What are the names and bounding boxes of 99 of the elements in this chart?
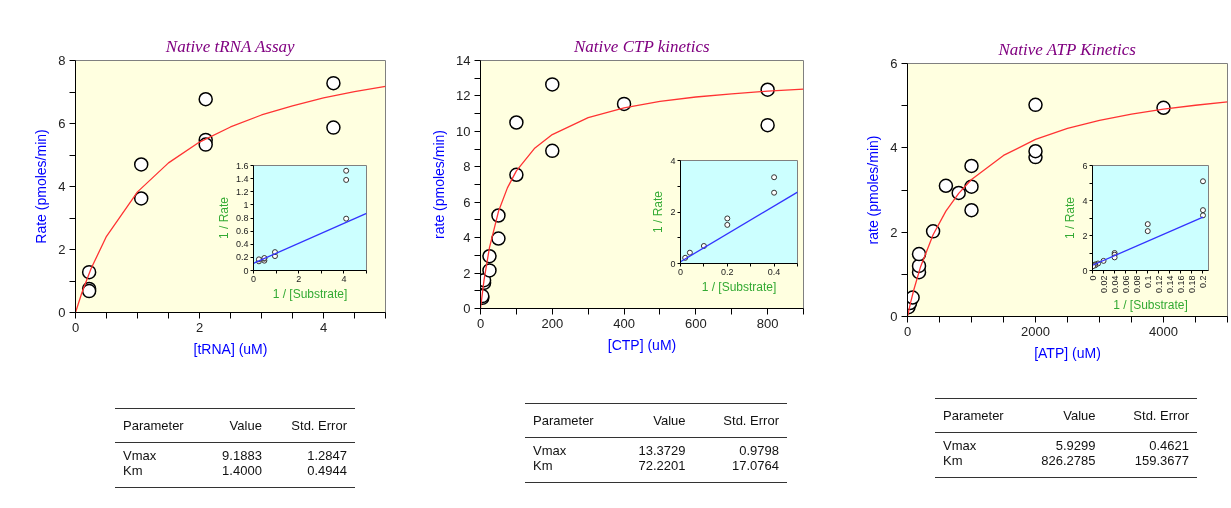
text: 17.0764 [730,458,779,473]
text: 1.2847 [306,448,347,463]
y-tick-label: 0 [670,258,676,269]
x-tick-label: 4 [319,319,328,335]
text: Std. Error [290,418,347,433]
x-axis-title: [ATP] (uM) [1034,344,1101,361]
y-tick-label: 2 [890,224,898,240]
text: 72.2201 [637,458,686,473]
y-tick-label: 6 [890,56,898,71]
text: 5.9299 [1054,438,1096,453]
text: 0.4944 [306,463,347,478]
x-tick-label: 0.04 [1109,275,1120,294]
y-tick-label: 4 [890,140,898,156]
x-axis-title: 1 / [Substrate] [701,279,777,294]
text: Parameter [533,413,595,428]
x-tick-label: 400 [613,315,635,331]
x-axis-title: 1 / [Substrate] [272,286,348,301]
y-tick-label: 2 [670,207,676,217]
y-tick-label: 0.8 [235,213,249,223]
y-tick-label: 0 [463,301,471,316]
text: 9.1883 [221,448,262,463]
text: 0.9798 [738,443,779,458]
y-axis-title: rate (pmoles/min) [431,130,448,239]
y-axis-title: 1 / Rate [651,190,666,234]
x-tick-label: 0.06 [1120,275,1131,294]
text: Vmax [943,438,978,453]
x-tick-label: 0.18 [1186,275,1197,294]
x-tick-label: 0 [678,266,684,277]
y-tick-label: 4 [670,155,676,166]
x-tick-label: 0 [476,315,485,331]
x-tick-label: 0.16 [1175,275,1186,294]
x-axis-title: [CTP] (uM) [607,336,677,353]
y-axis-title: 1 / Rate [1063,196,1078,240]
chart-title: Native CTP kinetics [573,36,711,56]
y-tick-label: 2 [1082,230,1088,241]
y-tick-label: 2 [58,242,66,257]
text: Vmax [123,448,158,463]
text: 0.4621 [1148,438,1189,453]
y-tick-label: 6 [1082,160,1088,171]
y-axis-title: Rate (pmoles/min) [33,129,50,244]
y-tick-label: 0 [58,305,66,320]
text: Vmax [533,443,568,458]
text: Km [123,463,144,478]
text: 1.4000 [221,463,262,478]
text: 159.3677 [1133,453,1189,468]
text: Parameter [943,408,1005,423]
text: 826.2785 [1040,453,1096,468]
x-tick-label: 4 [341,273,347,284]
x-axis-title: 1 / [Substrate] [1113,298,1188,313]
y-tick-label: 6 [58,116,66,131]
chart-title: Native tRNA Assay [164,36,296,56]
text: Value [228,418,262,433]
x-tick-label: 0 [71,319,80,335]
y-tick-label: 1.2 [235,186,249,197]
x-tick-label: 0.2 [721,266,734,277]
x-tick-label: 0 [903,323,912,339]
y-axis-title: rate (pmoles/min) [865,135,882,245]
text: 13.3729 [637,443,686,458]
y-tick-label: 0.4 [235,239,249,250]
y-tick-label: 0.2 [235,252,249,263]
y-tick-label: 8 [58,53,66,68]
x-tick-label: 0.1 [1142,275,1153,289]
y-tick-label: 0.6 [235,226,249,237]
y-axis-title: 1 / Rate [216,196,231,240]
text: Value [1062,408,1096,423]
y-tick-label: 1 [243,199,249,210]
x-tick-label: 0 [251,273,257,284]
x-tick-label: 0.14 [1164,275,1175,294]
x-tick-label: 0.12 [1153,275,1164,294]
x-tick-label: 0 [1087,275,1098,281]
text: Std. Error [722,413,779,428]
y-tick-label: 4 [1082,195,1088,206]
text: Std. Error [1132,408,1189,423]
text: Parameter [123,418,185,433]
chart-title: Native ATP Kinetics [997,39,1137,59]
y-tick-label: 12 [456,88,471,104]
text: Km [533,458,554,473]
x-tick-label: 0.2 [1197,275,1208,289]
x-tick-label: 2 [195,319,204,335]
x-tick-label: 4000 [1149,323,1178,339]
y-tick-label: 10 [456,123,471,139]
x-tick-label: 2000 [1021,323,1050,339]
text: Km [943,453,964,468]
x-tick-label: 0.08 [1131,275,1142,294]
x-tick-label: 200 [541,315,564,331]
y-tick-label: 1.4 [235,173,249,184]
y-tick-label: 14 [456,53,471,68]
text: Value [652,413,686,428]
x-tick-label: 600 [684,315,707,331]
y-tick-label: 8 [463,159,471,175]
y-tick-label: 4 [58,179,66,194]
x-tick-label: 0.4 [767,266,781,277]
y-tick-label: 1.6 [235,160,249,171]
x-axis-title: [tRNA] (uM) [193,340,268,357]
y-tick-label: 6 [463,194,471,210]
y-tick-label: 4 [463,230,471,246]
x-tick-label: 0.02 [1098,275,1109,294]
x-tick-label: 800 [756,315,779,331]
x-tick-label: 2 [296,273,302,284]
